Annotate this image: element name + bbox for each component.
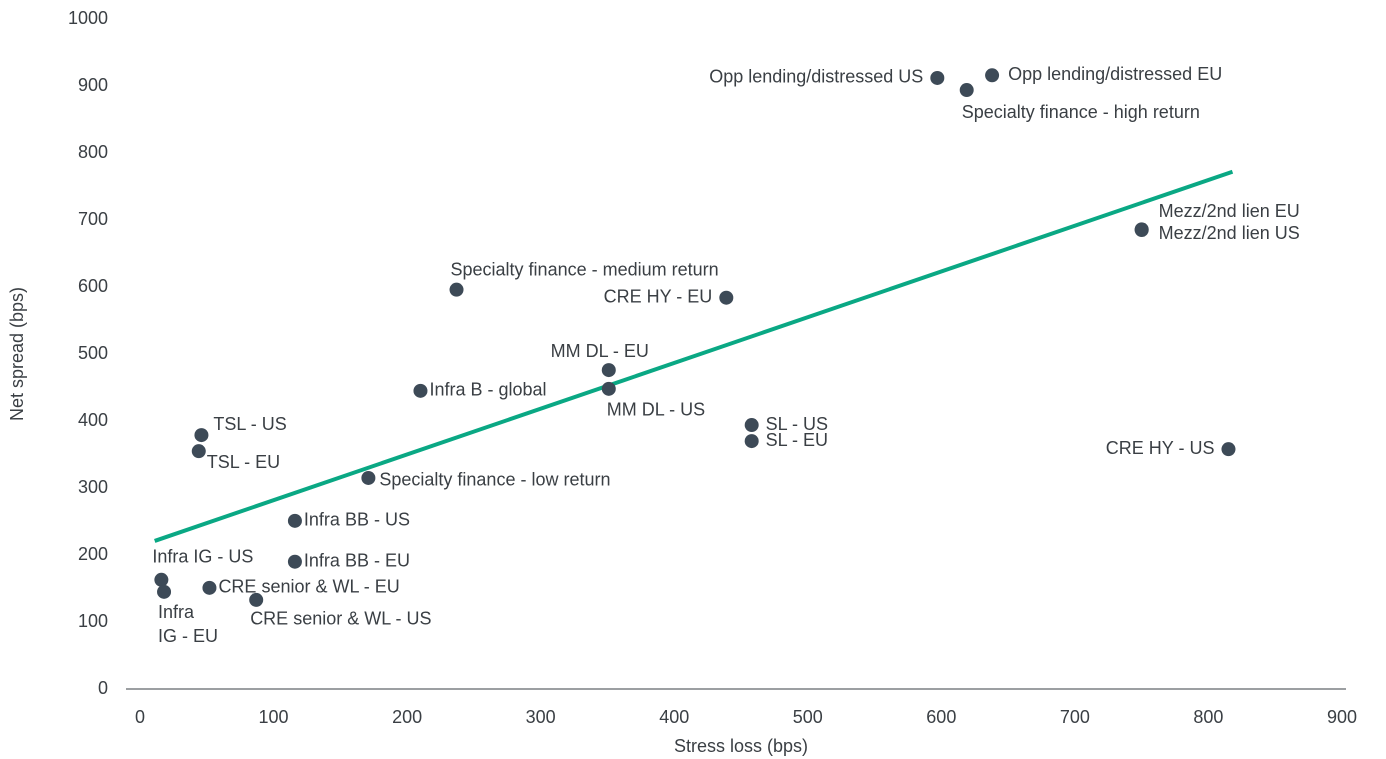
point-label: Opp lending/distressed EU: [1008, 64, 1222, 84]
point: [191, 444, 206, 459]
x-tick-label: 300: [526, 707, 556, 727]
point: [1134, 223, 1149, 238]
x-tick-label: 800: [1193, 707, 1223, 727]
point-label: TSL - EU: [207, 452, 280, 472]
y-tick-label: 600: [78, 276, 108, 296]
point: [249, 592, 264, 607]
point-label: CRE senior & WL - US: [250, 609, 431, 629]
point-label: MM DL - EU: [551, 341, 649, 361]
y-tick-label: 800: [78, 142, 108, 162]
point: [744, 434, 759, 449]
x-tick-label: 0: [135, 707, 145, 727]
x-tick-label: 200: [392, 707, 422, 727]
point-label-box: Infra IG - EU: [158, 601, 219, 646]
y-tick-label: 0: [98, 678, 108, 698]
point: [413, 383, 428, 398]
point: [1221, 442, 1236, 457]
trend-line: [154, 169, 1234, 543]
point: [601, 381, 616, 396]
point: [930, 70, 945, 85]
y-tick-label: 700: [78, 209, 108, 229]
point-label: Mezz/2nd lien US: [1159, 223, 1300, 243]
y-tick-label: 400: [78, 410, 108, 430]
x-tick-label: 500: [793, 707, 823, 727]
y-axis-title: Net spread (bps): [7, 287, 27, 421]
y-tick-label: 200: [78, 544, 108, 564]
x-tick-label: 700: [1060, 707, 1090, 727]
point-label: Specialty finance - low return: [379, 470, 610, 490]
x-tick-label: 100: [259, 707, 289, 727]
point: [287, 554, 302, 569]
point-label: Infra BB - US: [304, 510, 410, 530]
point-label: Infra IG - US: [152, 547, 253, 567]
y-tick-label: 1000: [68, 8, 108, 28]
point-label: Infra B - global: [429, 380, 546, 400]
point: [361, 470, 376, 485]
point: [194, 428, 209, 443]
point-label: Opp lending/distressed US: [709, 67, 923, 87]
point-label: MM DL - US: [607, 400, 705, 420]
point-label: CRE HY - EU: [604, 286, 713, 306]
point: [202, 580, 217, 595]
point-label: SL - US: [766, 414, 828, 434]
y-tick-label: 300: [78, 477, 108, 497]
point-label: CRE HY - US: [1106, 438, 1215, 458]
point-label: Specialty finance - high return: [962, 102, 1200, 122]
point-label: CRE senior & WL - EU: [218, 577, 399, 597]
y-tick-label: 100: [78, 611, 108, 631]
point-label: Infra BB - EU: [304, 550, 410, 570]
y-tick-label: 500: [78, 343, 108, 363]
point: [601, 363, 616, 378]
point: [985, 68, 1000, 83]
x-tick-label: 900: [1327, 707, 1357, 727]
y-tick-label: 900: [78, 75, 108, 95]
point: [719, 290, 734, 305]
point: [157, 584, 172, 599]
point-label: Specialty finance - medium return: [451, 259, 719, 279]
point: [287, 513, 302, 528]
x-axis-title: Stress loss (bps): [674, 736, 808, 756]
point: [449, 282, 464, 297]
point-label: SL - EU: [766, 430, 828, 450]
x-tick-label: 600: [926, 707, 956, 727]
point-label: Mezz/2nd lien EU: [1159, 201, 1300, 221]
point-label: TSL - US: [213, 414, 286, 434]
point-label: Infra IG - EU: [158, 601, 219, 646]
point: [744, 418, 759, 433]
point: [154, 572, 169, 587]
x-tick-label: 400: [659, 707, 689, 727]
point: [959, 83, 974, 98]
